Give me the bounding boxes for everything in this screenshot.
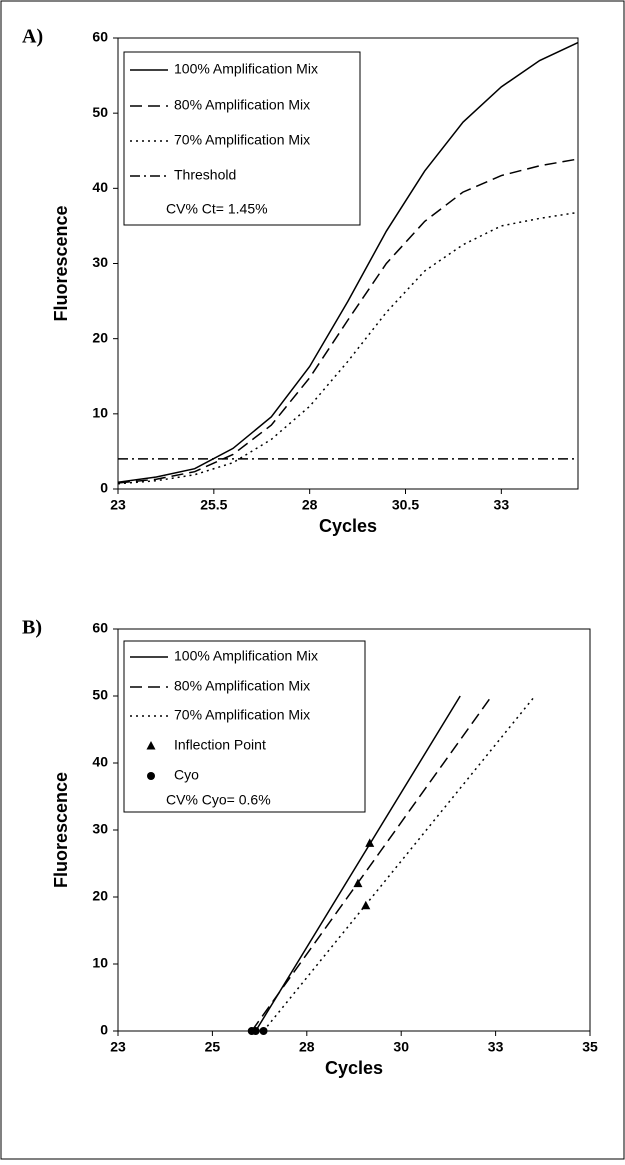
panel-label: B) [22,617,42,639]
x-tick-label: 28 [299,1039,315,1055]
x-tick-label: 33 [488,1039,504,1055]
legend-symbol [146,741,156,750]
legend-box [123,51,361,226]
legend-label: 70% Amplification Mix [174,707,310,723]
cyo-marker [247,1027,256,1035]
x-tick-label: 25.5 [200,497,227,513]
legend-label: Threshold [174,167,236,183]
cyo-marker [259,1027,268,1035]
series-line [117,41,579,483]
x-axis-title: Cycles [325,1058,383,1078]
legend-note: CV% Ct= 1.45% [166,201,268,217]
x-tick-label: 28 [302,497,318,513]
y-tick-label: 50 [92,104,108,120]
series-line [117,211,579,485]
inflection-marker [365,838,375,847]
legend-label: 70% Amplification Mix [174,132,310,148]
y-tick-label: 60 [92,29,108,45]
legend-symbol [147,772,155,780]
y-tick-label: 10 [92,405,108,421]
legend-label: Cyo [174,767,199,783]
y-tick-label: 20 [92,888,108,904]
x-tick-label: 30.5 [392,497,419,513]
y-tick-label: 0 [100,480,108,496]
legend-label: 80% Amplification Mix [174,678,310,694]
inflection-marker [353,878,363,888]
y-tick-label: 0 [100,1022,108,1038]
legend-label: 100% Amplification Mix [174,61,318,77]
x-tick-label: 33 [494,497,510,513]
legend-label: Inflection Point [174,737,266,753]
y-tick-label: 30 [92,254,108,270]
y-axis-title: Fluorescence [51,772,71,888]
x-tick-label: 23 [110,497,126,513]
x-tick-label: 35 [582,1039,598,1055]
panel-label: A) [22,26,43,48]
x-tick-label: 30 [393,1039,409,1055]
legend-label: 100% Amplification Mix [174,648,318,664]
legend-note: CV% Cyo= 0.6% [166,792,271,808]
series-line [251,695,493,1032]
series-line [117,158,579,484]
x-axis-title: Cycles [319,516,377,536]
x-tick-label: 23 [110,1039,126,1055]
legend-box [123,640,366,813]
y-tick-label: 50 [92,687,108,703]
y-tick-label: 60 [92,620,108,636]
y-tick-label: 30 [92,821,108,837]
y-tick-label: 10 [92,955,108,971]
x-tick-label: 25 [205,1039,221,1055]
y-axis-title: Fluorescence [51,205,71,321]
series-line [255,695,461,1032]
y-tick-label: 20 [92,329,108,345]
y-tick-label: 40 [92,754,108,770]
inflection-marker [361,900,371,910]
legend-label: 80% Amplification Mix [174,97,310,113]
y-tick-label: 40 [92,179,108,195]
